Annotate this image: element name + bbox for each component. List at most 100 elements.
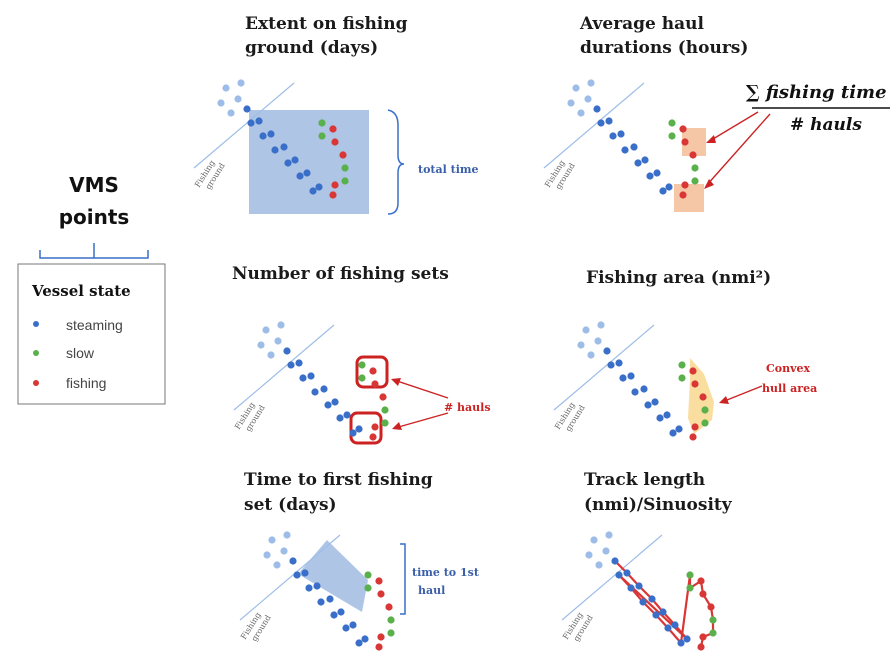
fishing-ground-boundary xyxy=(193,82,295,169)
vms-point-extent-16 xyxy=(296,172,304,180)
vms-point-extent-12 xyxy=(247,119,255,127)
vms-point-track-7 xyxy=(635,582,643,590)
vms-point-sets-23 xyxy=(381,406,389,414)
vms-point-sets-17 xyxy=(349,429,357,437)
vms-point-extent-18 xyxy=(318,119,326,127)
vms-point-area-20 xyxy=(689,367,697,375)
legend-box-title: Vessel state xyxy=(31,282,131,300)
vms-point-sets-18 xyxy=(358,361,366,369)
formula-arrow-1 xyxy=(707,111,759,143)
vms-point-extent-25 xyxy=(331,181,339,189)
vms-point-first-3 xyxy=(280,547,288,555)
legend-label-steaming: steaming xyxy=(66,317,123,333)
vms-point-track-18 xyxy=(686,571,694,579)
vms-point-track-24 xyxy=(709,629,717,637)
sets-annotation: # hauls xyxy=(444,401,491,414)
vms-point-extent-21 xyxy=(331,138,339,146)
panel-area-track: Fishingground xyxy=(553,321,709,441)
vms-point-first-16 xyxy=(342,624,350,632)
vms-point-first-9 xyxy=(337,608,345,616)
fishing-ground-label: Fishingground xyxy=(561,608,595,646)
vms-point-extent-23 xyxy=(341,164,349,172)
area-arrowhead xyxy=(719,396,729,404)
vms-point-haul-15 xyxy=(634,159,642,167)
panel-first-track: Fishingground xyxy=(239,531,395,651)
vms-point-area-1 xyxy=(597,321,605,329)
vms-point-first-0 xyxy=(268,536,276,544)
vms-point-track-14 xyxy=(639,598,647,606)
vms-point-area-8 xyxy=(640,385,648,393)
legend-title-line2: points xyxy=(58,205,130,229)
sets-arrowhead-2 xyxy=(392,422,402,430)
vms-point-haul-23 xyxy=(691,164,699,172)
vms-point-area-17 xyxy=(669,429,677,437)
vms-point-track-3 xyxy=(602,547,610,555)
vms-point-area-5 xyxy=(603,347,611,355)
vms-point-first-22 xyxy=(385,603,393,611)
vms-point-first-25 xyxy=(377,633,385,641)
fishing-ground-boundary xyxy=(543,82,645,169)
vms-point-track-2 xyxy=(585,551,593,559)
vms-point-first-2 xyxy=(263,551,271,559)
sets-arrowhead-1 xyxy=(391,378,401,386)
extent-annotation: total time xyxy=(418,163,479,176)
vms-point-extent-2 xyxy=(217,99,225,107)
vms-point-first-6 xyxy=(301,569,309,577)
vms-point-first-5 xyxy=(289,557,297,565)
panel-sets-track: Fishingground xyxy=(233,321,389,441)
vms-point-haul-6 xyxy=(605,117,613,125)
vms-point-haul-16 xyxy=(646,172,654,180)
vms-point-track-6 xyxy=(623,569,631,577)
panel-track-track: Fishingground xyxy=(561,531,717,651)
panel-haul-track: Fishingground xyxy=(543,79,699,199)
vms-point-extent-7 xyxy=(267,130,275,138)
vms-point-track-4 xyxy=(595,561,603,569)
vms-point-haul-13 xyxy=(609,132,617,140)
legend-title-line1: VMS xyxy=(69,173,119,197)
time-first-shaded xyxy=(298,540,368,612)
vms-point-extent-9 xyxy=(291,156,299,164)
area-title: Fishing area (nmi²) xyxy=(586,268,772,288)
vms-point-area-22 xyxy=(699,393,707,401)
vms-point-extent-24 xyxy=(341,177,349,185)
vms-point-extent-0 xyxy=(222,84,230,92)
vms-point-sets-9 xyxy=(331,398,339,406)
haul-title-line2: durations (hours) xyxy=(580,38,749,58)
vms-point-area-0 xyxy=(582,326,590,334)
vms-point-track-22 xyxy=(707,603,715,611)
vms-point-extent-11 xyxy=(315,183,323,191)
vms-point-track-8 xyxy=(648,595,656,603)
vms-point-first-19 xyxy=(364,584,372,592)
vms-point-haul-0 xyxy=(572,84,580,92)
vms-point-sets-26 xyxy=(369,433,377,441)
vms-point-sets-7 xyxy=(307,372,315,380)
formula-arrowhead-2 xyxy=(704,179,714,189)
vms-point-haul-21 xyxy=(681,138,689,146)
vms-point-sets-20 xyxy=(369,367,377,375)
vms-point-track-16 xyxy=(664,624,672,632)
vms-point-first-8 xyxy=(326,595,334,603)
vms-point-track-17 xyxy=(677,639,685,647)
legend-swatch-fishing xyxy=(33,380,39,386)
vms-point-area-23 xyxy=(701,406,709,414)
vms-point-haul-10 xyxy=(653,169,661,177)
time-first-bracket xyxy=(400,543,406,615)
vms-point-haul-26 xyxy=(679,191,687,199)
time-first-annotation-line1: time to 1st xyxy=(412,566,480,579)
fishing-ground-label: Fishingground xyxy=(543,156,577,194)
vms-point-haul-1 xyxy=(587,79,595,87)
vms-point-extent-17 xyxy=(309,187,317,195)
vms-point-area-21 xyxy=(691,380,699,388)
panel-time-first: time to 1st haul xyxy=(298,540,480,615)
legend-swatch-steaming xyxy=(33,321,39,327)
area-arrow xyxy=(721,385,763,403)
time-first-annotation-line2: haul xyxy=(418,584,445,597)
vms-point-area-7 xyxy=(627,372,635,380)
vms-point-track-9 xyxy=(659,608,667,616)
vms-point-haul-25 xyxy=(681,181,689,189)
fishing-ground-boundary xyxy=(239,534,341,621)
vms-point-first-13 xyxy=(305,584,313,592)
formula-arrow-2 xyxy=(705,113,771,187)
panel-extent: total time xyxy=(249,109,479,215)
